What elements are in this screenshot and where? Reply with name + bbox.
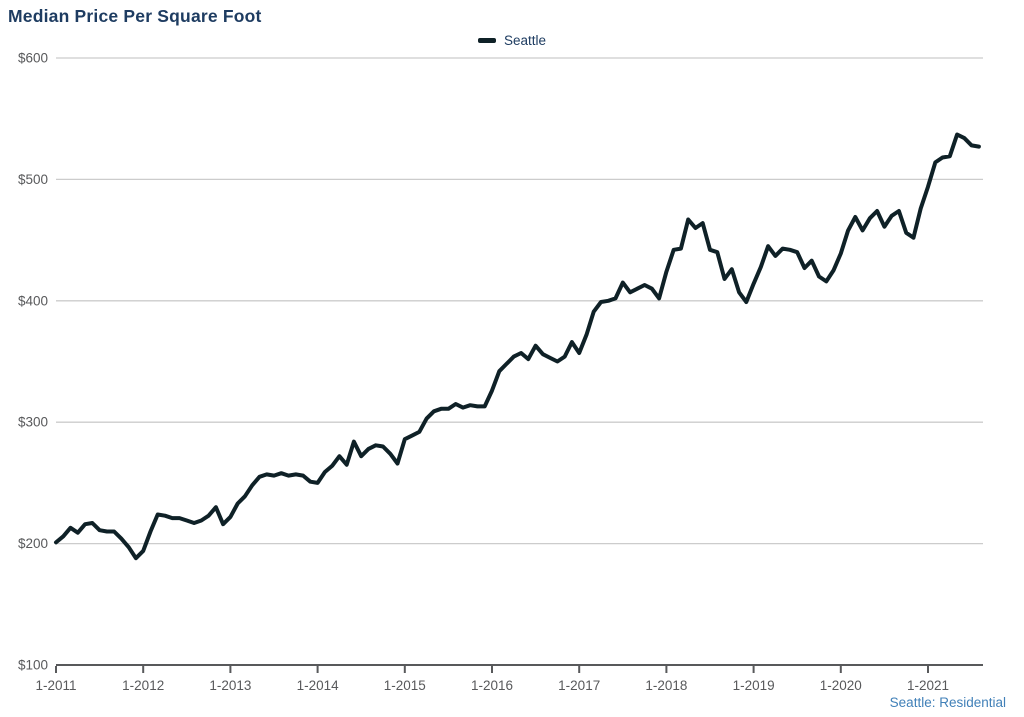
x-axis-label: 1-2020 [820, 678, 862, 693]
x-axis-label: 1-2017 [558, 678, 600, 693]
chart-title: Median Price Per Square Foot [8, 6, 262, 26]
y-axis-label: $400 [18, 293, 48, 308]
y-axis-label: $300 [18, 415, 48, 430]
y-axis-label: $600 [18, 51, 48, 66]
legend-label: Seattle [503, 33, 547, 48]
x-axis-label: 1-2011 [35, 678, 76, 693]
x-axis-label: 1-2012 [122, 678, 164, 693]
x-axis-label: 1-2013 [209, 678, 251, 693]
x-axis-label: 1-2019 [733, 678, 775, 693]
x-axis-label: 1-2021 [907, 678, 949, 693]
series-line [54, 132, 981, 561]
y-axis-label: $100 [18, 658, 48, 673]
legend: Seattle [0, 33, 1024, 48]
y-axis-label: $500 [18, 172, 48, 187]
x-axis-label: 1-2014 [297, 678, 340, 693]
legend-swatch-icon [477, 38, 496, 43]
x-axis-label: 1-2015 [384, 678, 426, 693]
footer-note: Seattle: Residential [889, 695, 1006, 710]
y-axis-label: $200 [18, 536, 48, 551]
x-axis-label: 1-2016 [471, 678, 513, 693]
x-axis-label: 1-2018 [645, 678, 687, 693]
